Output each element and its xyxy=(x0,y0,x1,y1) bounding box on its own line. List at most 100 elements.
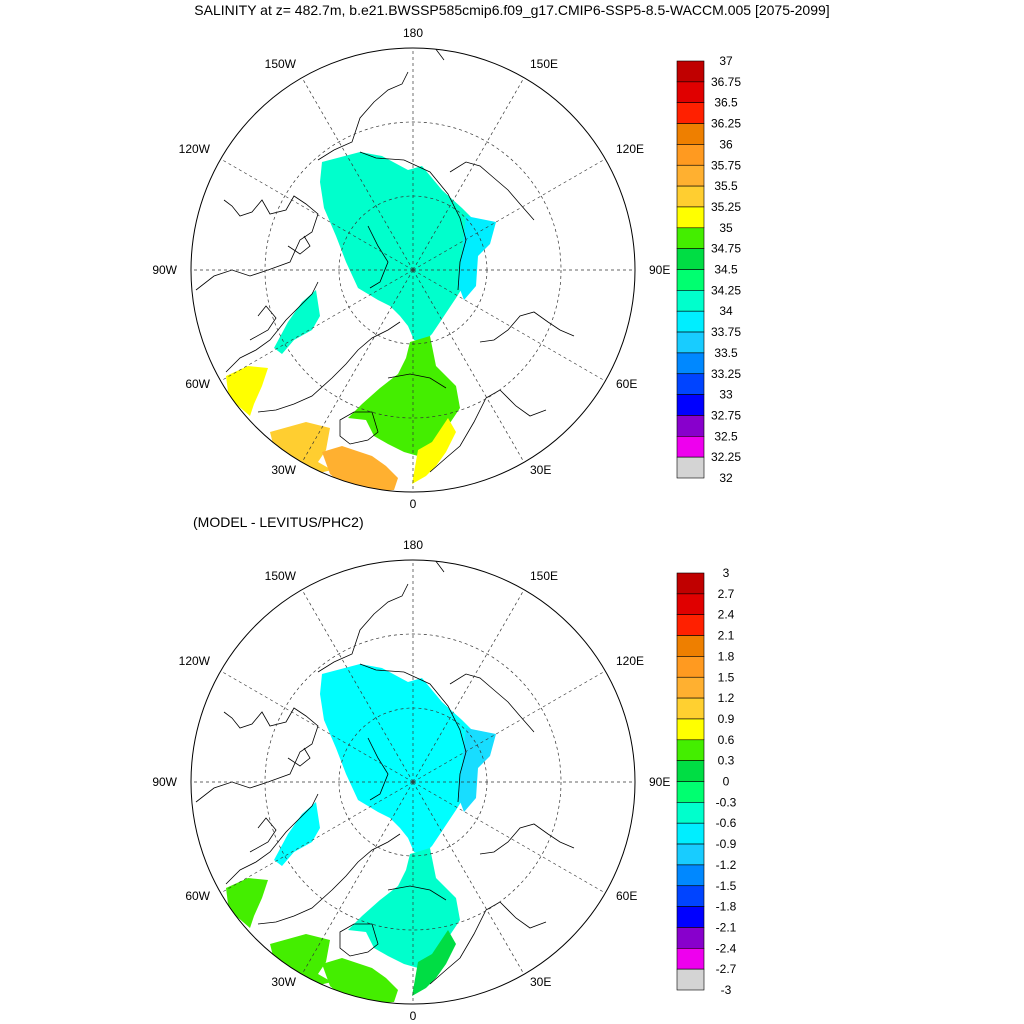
colorbar-swatch xyxy=(676,906,705,928)
colorbar-label: 0.9 xyxy=(718,712,735,726)
coastline xyxy=(339,411,379,445)
colorbar-label: 37 xyxy=(719,54,733,68)
longitude-label: 90W xyxy=(152,775,177,789)
colorbar-swatch xyxy=(676,614,705,636)
coastline xyxy=(249,305,277,341)
colorbar-swatch xyxy=(676,185,705,208)
longitude-label: 60W xyxy=(185,377,210,391)
colorbar-label: -1.5 xyxy=(716,879,737,893)
colorbar-label: 0.3 xyxy=(718,754,735,768)
colorbar-swatch xyxy=(676,60,705,83)
coastline xyxy=(479,823,575,855)
colorbar-label: -2.7 xyxy=(716,962,737,976)
longitude-label: 120E xyxy=(616,142,644,156)
anomaly-subtitle: (MODEL - LEVITUS/PHC2) xyxy=(193,514,364,530)
colorbar-swatch xyxy=(676,697,705,720)
coastline xyxy=(257,833,401,925)
colorbar-swatch xyxy=(676,206,705,229)
colorbar-swatch xyxy=(676,968,705,991)
colorbar-label: 33.75 xyxy=(711,325,741,339)
coastline xyxy=(449,673,535,733)
longitude-label: 180 xyxy=(403,538,423,552)
longitude-label: 120W xyxy=(179,142,211,156)
longitude-label: 30W xyxy=(271,975,296,989)
colorbar: 37 36.75 36.5 36.25 36 35.75 35.5 35.25 35 34.75 3… xyxy=(676,54,741,485)
colorbar-swatch xyxy=(676,164,705,187)
colorbar-label: 2.4 xyxy=(718,608,735,622)
colorbar-label: 0.6 xyxy=(718,733,735,747)
colorbar-label: 3 xyxy=(723,566,730,580)
colorbar-swatch xyxy=(676,593,705,615)
colorbar-swatch xyxy=(676,927,705,949)
coastline xyxy=(317,583,409,673)
colorbar-swatch xyxy=(676,781,705,803)
colorbar-swatch xyxy=(676,947,705,970)
anomaly-map-panel: 180 150E 120E 90E 60E 30E 0 30W 60W 90W 120W 150W 3 2… xyxy=(152,538,737,1023)
coastline xyxy=(317,71,409,161)
longitude-label: 90W xyxy=(152,263,177,277)
colorbar-swatch xyxy=(676,885,705,907)
colorbar-label: 33 xyxy=(719,388,733,402)
longitude-label: 60E xyxy=(616,377,637,391)
coastline xyxy=(449,161,535,221)
colorbar-swatch xyxy=(676,656,705,678)
coastline xyxy=(249,817,277,853)
longitude-label: 30W xyxy=(271,463,296,477)
longitude-label: 90E xyxy=(649,775,670,789)
colorbar-label: 35.25 xyxy=(711,200,741,214)
colorbar-label: 34.75 xyxy=(711,242,741,256)
colorbar-label: 32 xyxy=(719,471,733,485)
colorbar-swatch xyxy=(676,352,705,375)
coastline xyxy=(367,737,389,801)
colorbar-label: 33.5 xyxy=(714,346,738,360)
region-labrador-sea xyxy=(226,878,268,928)
longitude-label: 150W xyxy=(265,569,297,583)
colorbar-swatch xyxy=(676,248,705,270)
colorbar-swatch xyxy=(676,227,705,249)
colorbar-swatch xyxy=(676,415,705,437)
colorbar-label: 1.2 xyxy=(718,691,735,705)
colorbar-label: 32.25 xyxy=(711,450,741,464)
map-disc xyxy=(191,560,635,1004)
colorbar-label: -0.6 xyxy=(716,816,737,830)
colorbar-swatch xyxy=(676,290,705,312)
colorbar-swatch xyxy=(676,123,705,145)
colorbar-swatch xyxy=(676,718,705,741)
region-norwegian-coast xyxy=(412,418,456,484)
coastline xyxy=(257,321,401,413)
region-baffin-bay xyxy=(274,802,320,866)
colorbar-swatch xyxy=(676,456,705,479)
longitude-label: 60W xyxy=(185,889,210,903)
colorbar-label: -1.8 xyxy=(716,900,737,914)
longitude-label: 120E xyxy=(616,654,644,668)
colorbar-swatch xyxy=(676,435,705,458)
colorbar-swatch xyxy=(676,739,705,761)
longitude-label: 180 xyxy=(403,26,423,40)
coastline xyxy=(287,747,311,767)
longitude-label: 30E xyxy=(530,975,551,989)
longitude-label: 0 xyxy=(410,497,417,511)
region-eurasian-margin xyxy=(458,216,496,300)
longitude-label: 30E xyxy=(530,463,551,477)
colorbar-swatch xyxy=(676,394,705,416)
longitude-label: 60E xyxy=(616,889,637,903)
colorbar-label: 2.7 xyxy=(718,587,735,601)
longitude-label: 150W xyxy=(265,57,297,71)
coastline xyxy=(287,235,311,255)
longitude-label: 90E xyxy=(649,263,670,277)
colorbar-swatch xyxy=(676,822,705,845)
colorbar-swatch xyxy=(676,635,705,657)
longitude-label: 120W xyxy=(179,654,211,668)
chart-title: SALINITY at z= 482.7m, b.e21.BWSSP585cmi… xyxy=(194,2,830,18)
colorbar-swatch xyxy=(676,760,705,782)
colorbar-label: 34 xyxy=(719,304,733,318)
salinity-map-panel: 180 150E 120E 90E 60E 30E 0 30W 60W 90W 120W 150W 37… xyxy=(152,26,741,511)
coastline xyxy=(195,195,319,291)
map-disc xyxy=(191,48,635,492)
colorbar-label: 2.1 xyxy=(718,629,735,643)
colorbar-swatch xyxy=(676,843,705,866)
colorbar-label: 33.25 xyxy=(711,367,741,381)
longitude-label: 150E xyxy=(530,57,558,71)
coastline xyxy=(339,923,379,957)
colorbar-label: 36 xyxy=(719,137,733,151)
